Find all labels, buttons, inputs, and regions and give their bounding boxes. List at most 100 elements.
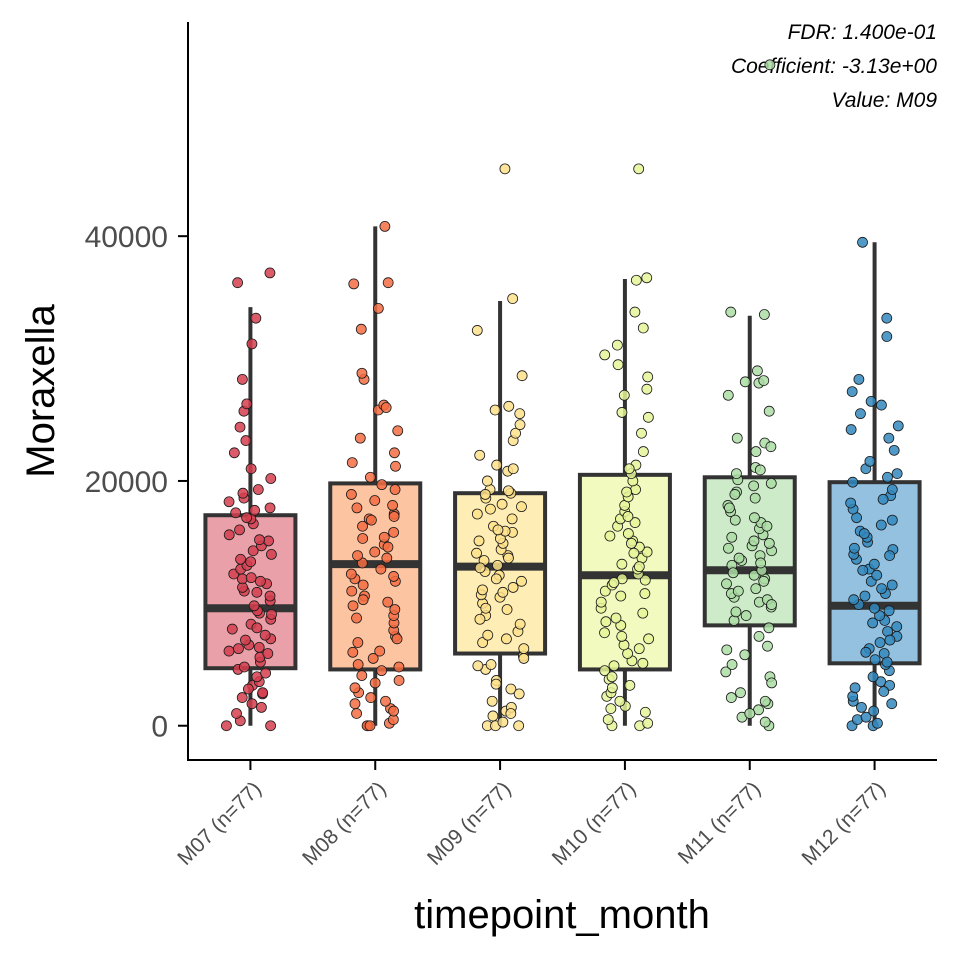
- data-point: [352, 637, 364, 648]
- data-point: [604, 530, 616, 542]
- data-point: [642, 717, 654, 729]
- data-point: [347, 600, 359, 612]
- data-point: [636, 427, 647, 439]
- data-point: [853, 373, 865, 385]
- data-point: [633, 561, 645, 573]
- data-point: [349, 682, 361, 694]
- data-point: [357, 533, 369, 544]
- data-point: [503, 400, 515, 412]
- data-point: [740, 610, 752, 621]
- data-point: [249, 504, 260, 516]
- data-point: [633, 643, 645, 655]
- data-point: [518, 653, 530, 664]
- data-point: [254, 534, 265, 546]
- data-point: [253, 642, 265, 653]
- data-point: [503, 485, 514, 497]
- data-point: [883, 432, 895, 444]
- data-point: [744, 708, 756, 719]
- data-point: [345, 568, 357, 580]
- data-point: [234, 524, 245, 536]
- data-point: [356, 367, 368, 379]
- data-point: [608, 660, 620, 672]
- data-point: [389, 484, 401, 495]
- data-point: [856, 701, 867, 713]
- data-point: [266, 548, 277, 560]
- data-point: [479, 489, 491, 500]
- data-point: [877, 493, 889, 505]
- data-point: [256, 701, 267, 713]
- data-point: [351, 708, 362, 719]
- data-point: [876, 399, 887, 411]
- data-point: [245, 556, 257, 568]
- data-point: [238, 661, 250, 673]
- data-point: [845, 424, 857, 435]
- data-point: [489, 404, 501, 416]
- data-point: [376, 479, 388, 491]
- data-point: [372, 302, 384, 314]
- data-point: [231, 708, 242, 719]
- data-point: [477, 637, 489, 648]
- data-point: [376, 665, 388, 677]
- data-point: [474, 449, 486, 461]
- data-point: [471, 325, 483, 336]
- data-point: [248, 600, 260, 612]
- data-point: [739, 376, 751, 388]
- box-group: [453, 163, 548, 732]
- data-point: [369, 546, 381, 558]
- data-point: [641, 272, 653, 284]
- data-point: [726, 531, 738, 543]
- data-point: [266, 608, 277, 620]
- data-point: [235, 553, 246, 565]
- data-point: [860, 646, 872, 658]
- y-axis-title: Moraxella: [19, 304, 63, 478]
- data-point: [507, 463, 519, 475]
- data-point: [616, 407, 628, 418]
- data-point: [388, 511, 400, 522]
- data-point: [750, 446, 762, 457]
- data-point: [884, 550, 896, 562]
- data-point: [391, 633, 403, 645]
- data-point: [393, 675, 405, 686]
- data-point: [491, 459, 503, 471]
- data-point: [761, 520, 773, 532]
- data-point: [759, 716, 771, 728]
- data-point: [223, 645, 235, 657]
- data-point: [481, 475, 493, 487]
- data-point: [871, 569, 883, 581]
- data-point: [497, 586, 509, 598]
- data-point: [874, 637, 886, 648]
- data-point: [765, 441, 777, 453]
- data-point: [848, 542, 860, 554]
- data-point: [346, 457, 358, 468]
- data-point: [501, 633, 512, 645]
- data-point: [382, 596, 394, 608]
- data-point: [381, 552, 393, 564]
- data-point: [642, 371, 654, 383]
- x-tick-label: M11 (n=77): [674, 777, 766, 869]
- data-point: [886, 579, 898, 591]
- data-point: [357, 520, 368, 532]
- data-point: [379, 220, 391, 232]
- data-point: [242, 683, 254, 695]
- data-point: [639, 706, 651, 718]
- data-point: [855, 408, 866, 420]
- data-point: [240, 435, 252, 446]
- data-point: [720, 666, 732, 678]
- data-point: [507, 293, 519, 304]
- data-point: [874, 610, 885, 621]
- data-point: [380, 695, 391, 707]
- data-point: [236, 692, 248, 703]
- data-point: [260, 667, 272, 679]
- data-point: [599, 665, 611, 677]
- data-point: [599, 585, 611, 597]
- data-point: [506, 513, 518, 525]
- data-point: [727, 567, 739, 579]
- data-point: [637, 322, 649, 334]
- data-point: [732, 585, 744, 597]
- data-point: [611, 339, 623, 351]
- data-point: [374, 645, 386, 657]
- data-point: [881, 331, 893, 342]
- data-point: [891, 621, 903, 632]
- data-point: [848, 594, 860, 606]
